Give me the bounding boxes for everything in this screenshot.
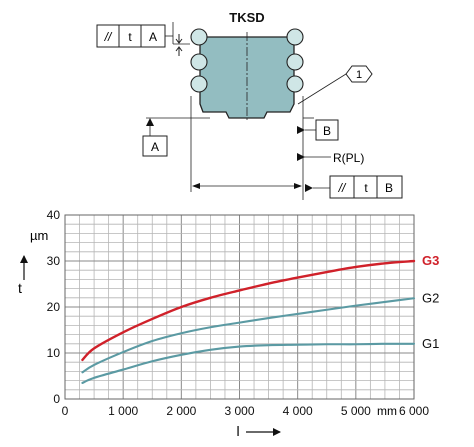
x-tick-label: 3 000 [224,404,254,418]
ball-right-mid [286,53,304,71]
ball-left-mid [190,53,208,71]
series-label-g2: G2 [422,290,439,305]
y-tick-label: 0 [53,392,60,406]
datum-b: B R(PL) [297,119,364,165]
ball-left-top [190,28,208,46]
tolerance-label: t [128,30,132,44]
tolerance-frame-top: // t A [96,24,173,48]
x-tick-label: 2 000 [166,404,196,418]
series-label-g3: G3 [422,253,439,268]
datum-ref-label-bottom: B [385,181,393,195]
arrow-up-icon [175,46,183,56]
series-line-g1 [81,342,416,384]
y-tick-labels: 0 10 20 30 40 [47,208,61,406]
x-tick-labels: 0 1 000 2 000 3 000 4 000 5 000 6 000 [62,404,430,418]
y-axis-label: t [18,280,22,296]
drawing-title: TKSD [229,10,264,25]
x-axis-label: l [236,423,239,439]
tolerance-label-bottom: t [364,181,368,195]
chart-series [81,259,416,384]
datum-a-label: A [151,140,159,154]
chart: 0 1 000 2 000 3 000 4 000 5 000 6 000 0 10 20 30 4… [18,208,439,439]
series-label-g1: G1 [422,336,439,351]
x-tick-label: 4 000 [283,404,313,418]
datum-b-label: B [323,124,331,138]
x-tick-label: 0 [62,404,69,418]
datum-a: A [142,118,168,157]
arrow-down-icon [175,34,183,44]
y-tick-label: 10 [47,346,61,360]
tolerance-frame-bottom: // t B [305,175,403,199]
ball-right-top [286,28,304,46]
series-line-g3 [81,259,416,362]
x-tick-label: 6 000 [399,404,429,418]
series-line-g2 [81,297,416,374]
plot-frame [64,214,415,400]
x-unit-label: mm [377,404,397,418]
series-labels: G3 G2 G1 [422,253,439,351]
ball-left-low [190,75,208,93]
extension-lines [146,43,331,200]
rail-reference-label: R(PL) [333,151,364,165]
ball-right-low [286,75,304,93]
ball-bearings [190,28,304,93]
y-unit-label: µm [30,228,48,243]
datum-ref-label: A [149,30,157,44]
technical-drawing: TKSD [96,10,403,200]
y-tick-label: 30 [47,254,61,268]
x-tick-label: 1 000 [108,404,138,418]
callout-number: 1 [356,69,362,81]
callout-1: 1 [297,65,373,105]
y-tick-label: 20 [47,300,61,314]
x-tick-label: 5 000 [341,404,371,418]
y-tick-label: 40 [47,208,61,222]
parallelism-symbol-bottom: // [338,181,347,195]
parallelism-symbol: // [104,30,113,44]
